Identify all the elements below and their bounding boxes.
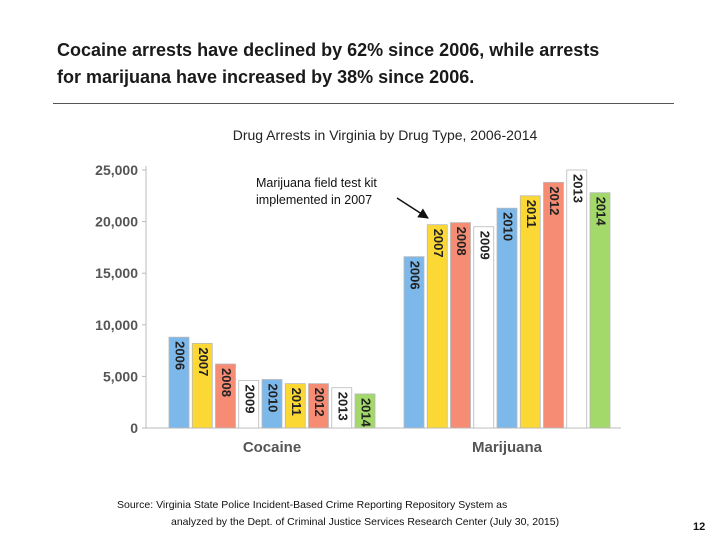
bar-year-label: 2006 [408,261,423,290]
y-tick-label: 0 [130,420,138,436]
headline-line-2: for marijuana have increased by 38% sinc… [57,67,475,87]
bar-marijuana-2007 [426,224,448,429]
bar-cocaine-2013 [331,387,353,429]
bar-cocaine-2011 [284,383,306,429]
bar-year-label: 2011 [289,388,304,416]
bar-year-label: 2008 [219,368,234,397]
bar-marijuana-2011 [519,195,541,429]
bar-marijuana-2008 [450,222,471,429]
annotation-arrow [396,197,429,219]
bar-marijuana-2009 [473,226,495,429]
y-tick-label: 15,000 [95,265,138,281]
y-tick-label: 20,000 [95,214,138,230]
chart-title: Drug Arrests in Virginia by Drug Type, 2… [232,127,538,143]
source-note: Source: Virginia State Police Incident-B… [117,497,677,531]
bar-year-label: 2007 [196,347,211,376]
bar-cocaine-2009 [238,380,260,429]
bar-year-label: 2008 [454,227,469,256]
bar-year-label: 2013 [335,392,350,421]
bar-year-label: 2009 [477,231,492,260]
bar-year-label: 2010 [501,212,516,241]
annotation-line-2: implemented in 2007 [256,193,372,207]
bar-cocaine-2012 [308,383,329,429]
bar-year-label: 2014 [594,197,609,227]
bar-marijuana-2014 [589,192,611,429]
y-tick-label: 10,000 [95,317,138,333]
bar-year-label: 2006 [173,341,188,370]
bar-cocaine-2014 [354,393,376,429]
page-number: 12 [693,521,706,533]
bar-year-label: 2009 [242,385,257,414]
bar-marijuana-2006 [403,256,425,429]
headline: Cocaine arrests have declined by 62% sin… [57,37,687,91]
bar-year-label: 2014 [359,398,374,428]
bar-cocaine-2007 [191,342,213,429]
bar-marijuana-2013 [566,169,588,429]
source-line-2: analyzed by the Dept. of Criminal Justic… [171,516,560,528]
source-line-1: Source: Virginia State Police Incident-B… [117,499,508,511]
bar-year-label: 2007 [431,229,446,258]
headline-line-1: Cocaine arrests have declined by 62% sin… [57,40,600,60]
bar-year-label: 2010 [266,383,281,412]
bar-cocaine-2010 [261,379,283,429]
bar-cocaine-2006 [168,336,190,429]
bar-marijuana-2010 [496,207,518,429]
bar-year-label: 2012 [547,186,562,215]
y-tick-label: 25,000 [95,162,138,178]
bar-marijuana-2012 [543,181,564,429]
bar-cocaine-2008 [215,363,236,429]
divider [53,103,674,104]
annotation-line-1: Marijuana field test kit [256,176,377,190]
bar-year-label: 2013 [570,174,585,203]
x-category-label: Cocaine [243,439,301,456]
bar-year-label: 2012 [312,388,327,417]
y-tick-label: 5,000 [103,368,138,384]
bar-year-label: 2011 [524,200,539,228]
x-category-label: Marijuana [472,439,543,456]
